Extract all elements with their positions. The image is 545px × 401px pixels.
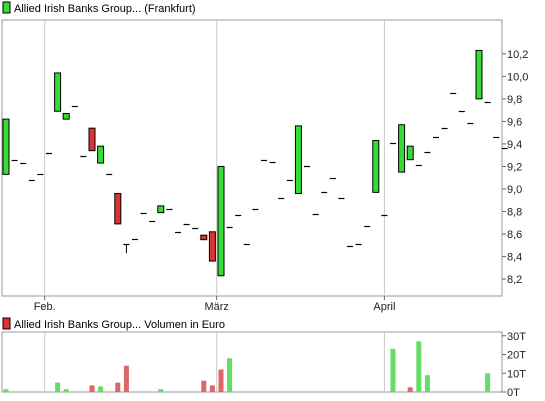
- candle-up: [62, 113, 70, 120]
- volume-bar-up: [98, 386, 104, 392]
- date-x-tick-label: April: [373, 301, 395, 313]
- volume-y-tick-label: 0T: [507, 387, 520, 399]
- candle-up: [475, 49, 483, 100]
- candle-up: [398, 124, 406, 173]
- volume-bar-up: [424, 375, 430, 392]
- candle-up: [372, 140, 380, 193]
- volume-legend: Allied Irish Banks Group... Volumen in E…: [2, 317, 225, 331]
- volume-bar-down: [89, 385, 95, 392]
- volume-y-axis: 0T 10T 20T 30T: [502, 331, 526, 399]
- volume-bar-up: [416, 341, 422, 392]
- price-legend-label: Allied Irish Banks Group... (Frankfurt): [14, 3, 196, 15]
- volume-bar-up: [55, 382, 61, 392]
- price-y-tick-label: 9,8: [507, 94, 522, 106]
- date-x-axis: Feb. März April: [34, 296, 395, 313]
- volume-bar-up: [390, 348, 396, 392]
- candle-up: [157, 205, 165, 214]
- volume-legend-label: Allied Irish Banks Group... Volumen in E…: [14, 319, 225, 331]
- candle-up: [406, 145, 414, 161]
- price-panel: 8,2 8,4 8,6 8,8 9,0 9,2 9,4 9,6 9,8 10,0 10,2 Feb.…: [1, 1, 528, 313]
- price-y-tick-label: 9,2: [507, 161, 522, 173]
- volume-y-tick-label: 10T: [507, 368, 526, 380]
- volume-bar-down: [123, 365, 129, 392]
- price-legend-swatch: [2, 1, 11, 14]
- volume-bar-down: [115, 382, 121, 392]
- volume-y-tick-label: 20T: [507, 350, 526, 362]
- price-y-tick-label: 8,6: [507, 229, 522, 241]
- volume-panel: 0T 10T 20T 30T Allied Irish Banks Group... …: [1, 317, 526, 399]
- candle-down: [208, 231, 216, 262]
- volume-y-tick-label: 30T: [507, 331, 526, 343]
- date-x-tick-label: März: [204, 301, 228, 313]
- candle-up: [97, 145, 105, 164]
- candlestick-series: [2, 49, 508, 277]
- volume-bar-up: [158, 389, 164, 392]
- volume-bar-up: [485, 373, 491, 392]
- price-y-tick-label: 8,8: [507, 207, 522, 219]
- candle-down: [114, 192, 122, 225]
- price-y-tick-label: 9,4: [507, 139, 522, 151]
- date-x-tick-label: Feb.: [34, 301, 56, 313]
- volume-bar-up: [227, 358, 233, 392]
- price-y-tick-label: 8,4: [507, 252, 522, 264]
- price-y-tick-label: 8,2: [507, 274, 522, 286]
- volume-bar-up: [63, 389, 69, 392]
- price-grid: [44, 20, 385, 296]
- candle-up: [217, 165, 225, 277]
- volume-legend-swatch: [2, 317, 11, 330]
- price-y-tick-label: 9,0: [507, 184, 522, 196]
- volume-grid: [44, 332, 385, 392]
- price-y-tick-label: 10,0: [507, 71, 528, 83]
- candle-up: [294, 125, 302, 194]
- candle-up: [54, 72, 62, 112]
- price-y-tick-label: 9,6: [507, 116, 522, 128]
- price-y-axis: 8,2 8,4 8,6 8,8 9,0 9,2 9,4 9,6 9,8 10,0 10,2: [502, 49, 528, 286]
- candle-down: [200, 234, 208, 241]
- volume-bar-down: [218, 369, 224, 392]
- price-legend: Allied Irish Banks Group... (Frankfurt): [2, 1, 196, 15]
- candle-down: [88, 127, 96, 152]
- price-y-tick-label: 10,2: [507, 49, 528, 61]
- volume-bar-up: [3, 389, 9, 392]
- volume-bar-down: [407, 387, 413, 392]
- candle-up: [2, 118, 10, 175]
- volume-bar-series: [3, 341, 491, 392]
- volume-bar-down: [201, 380, 207, 392]
- price-plot-frame: [1, 19, 503, 297]
- volume-bar-down: [209, 385, 215, 392]
